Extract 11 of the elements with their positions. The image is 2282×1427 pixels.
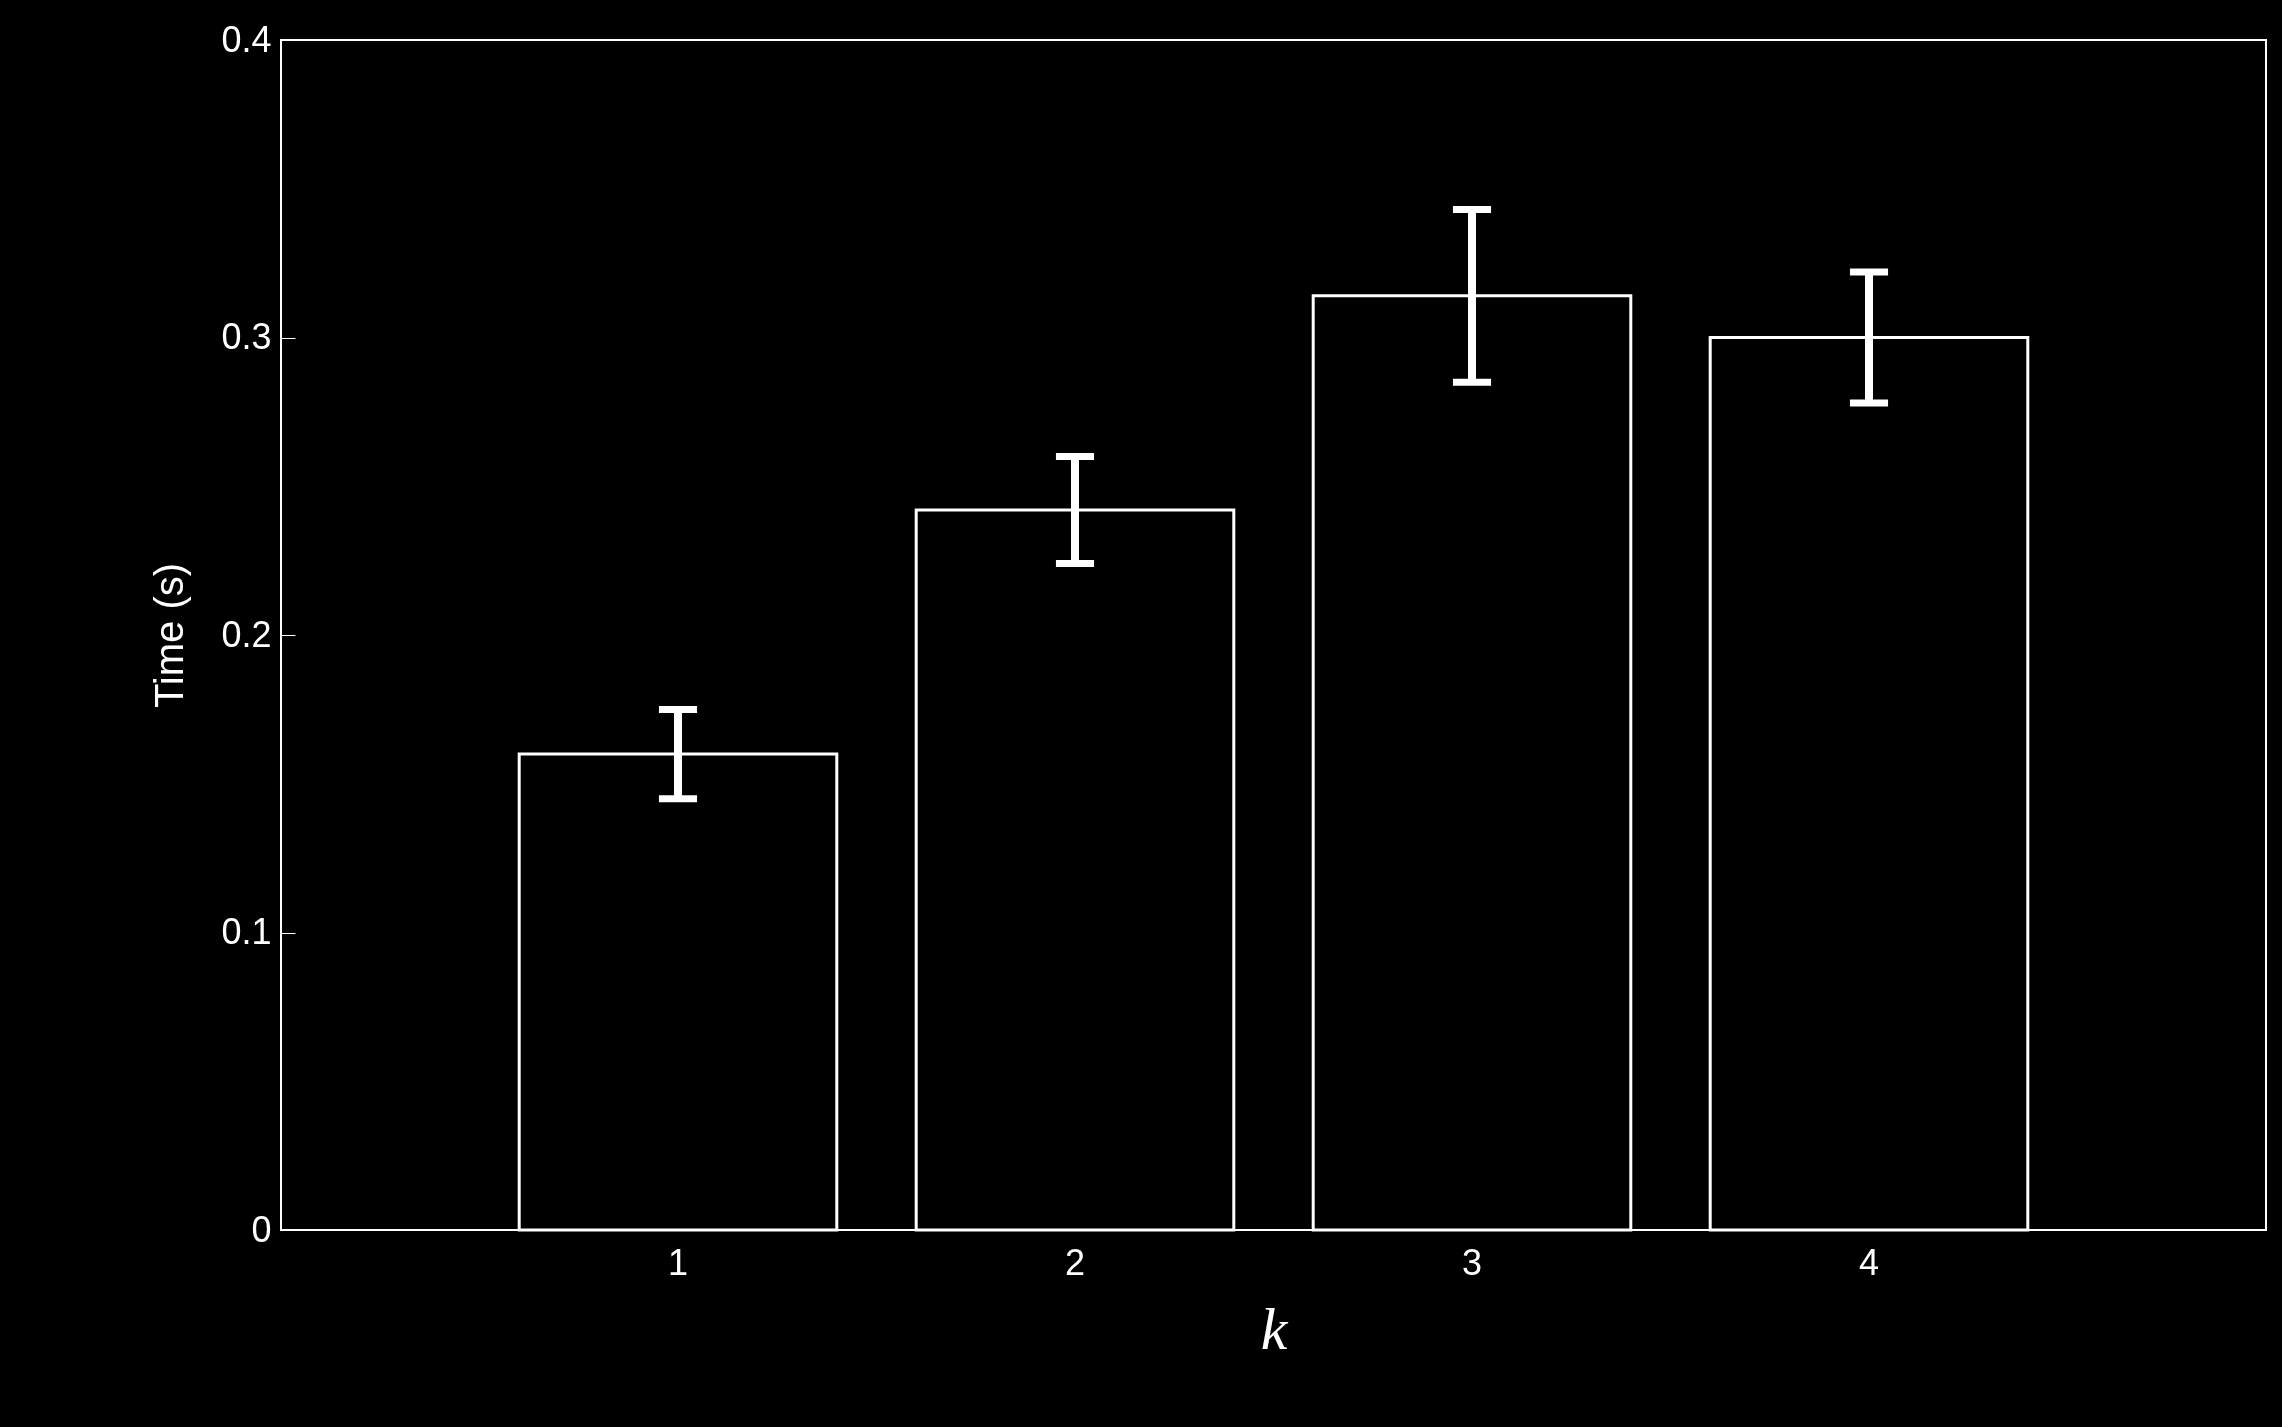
y-axis-title: Time (s)	[147, 562, 192, 709]
x-tick-label: 3	[1461, 1241, 1483, 1283]
y-tick-label: 0.2	[221, 613, 272, 655]
x-tick-label: 2	[1064, 1241, 1086, 1283]
y-tick-label: 0	[251, 1208, 272, 1250]
y-tick-label: 0.3	[221, 316, 272, 357]
y-tick-label: 0.1	[221, 911, 272, 952]
x-tick-label: 1	[667, 1241, 689, 1283]
x-axis-title: k	[1260, 1295, 1289, 1362]
y-tick-label: 0.4	[221, 18, 272, 60]
x-tick-label: 4	[1858, 1241, 1880, 1283]
